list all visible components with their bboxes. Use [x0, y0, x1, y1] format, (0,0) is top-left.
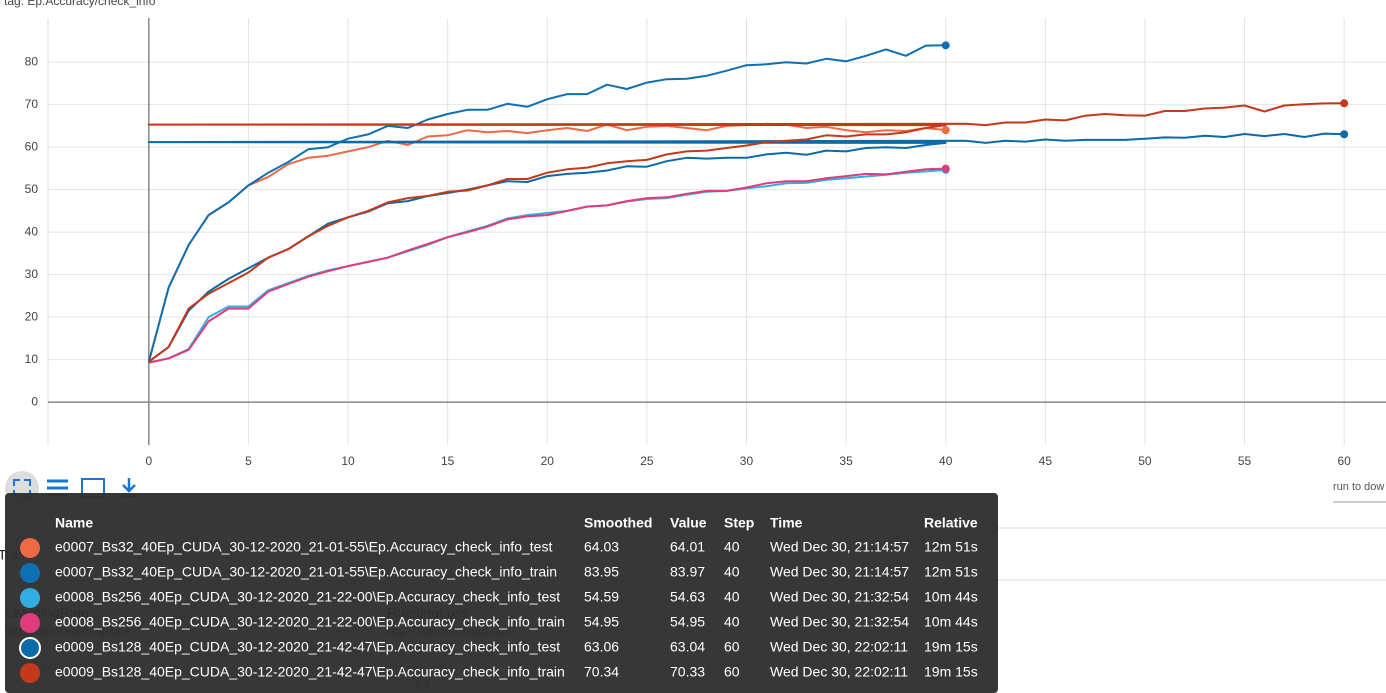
cell: 40	[724, 589, 740, 605]
cell: 54.63	[670, 589, 705, 605]
cell: 40	[724, 564, 740, 580]
column-header: Value	[670, 515, 707, 531]
x-tick-label: 35	[839, 454, 853, 468]
series-line	[147, 102, 1345, 363]
legend-name: e0007_Bs32_40Ep_CUDA_30-12-2020_21-01-55…	[55, 539, 552, 555]
cell: 70.34	[584, 664, 619, 680]
x-tick-label: 25	[640, 454, 654, 468]
cell: 54.95	[584, 614, 619, 630]
x-tick-label: 30	[740, 454, 754, 468]
x-tick-label: 20	[541, 454, 555, 468]
x-tick-label: 60	[1337, 454, 1351, 468]
cell: 63.04	[670, 639, 705, 655]
cell: 54.95	[670, 614, 705, 630]
series-line	[147, 44, 946, 362]
column-header: Time	[770, 515, 803, 531]
x-tick-label: 10	[341, 454, 355, 468]
x-tick-label: 45	[1039, 454, 1053, 468]
cell: 19m 15s	[924, 639, 978, 655]
cell: 10m 44s	[924, 589, 978, 605]
cell: Wed Dec 30, 22:02:11	[770, 664, 908, 680]
end-point	[941, 164, 950, 173]
series-line	[147, 122, 946, 362]
fit-icon[interactable]	[13, 479, 31, 497]
y-tick-label: 20	[25, 309, 39, 323]
series-line	[148, 167, 946, 364]
end-point	[941, 126, 950, 135]
cell: 60	[724, 664, 740, 680]
x-tick-label: 50	[1138, 454, 1152, 468]
x-tick-label: 0	[145, 454, 152, 468]
legend-name: e0009_Bs128_40Ep_CUDA_30-12-2020_21-42-4…	[55, 639, 560, 655]
legend-swatch	[20, 663, 40, 683]
legend-name: e0008_Bs256_40Ep_CUDA_30-12-2020_21-22-0…	[55, 589, 560, 605]
y-tick-label: 30	[25, 267, 39, 281]
y-tick-label: 60	[25, 139, 39, 153]
end-point	[941, 41, 950, 50]
cell: 40	[724, 614, 740, 630]
cell: 64.01	[670, 539, 705, 555]
end-point	[1340, 130, 1349, 139]
cell: Wed Dec 30, 21:32:54	[770, 614, 909, 630]
column-header: Name	[55, 515, 93, 531]
cell: 12m 51s	[924, 564, 978, 580]
cell: Wed Dec 30, 21:14:57	[770, 539, 909, 555]
cell: 19m 15s	[924, 664, 978, 680]
legend-name: e0007_Bs32_40Ep_CUDA_30-12-2020_21-01-55…	[55, 564, 557, 580]
lines-icon[interactable]	[47, 479, 68, 497]
legend-swatch	[20, 538, 40, 558]
cell: 64.03	[584, 539, 619, 555]
x-tick-label: 55	[1238, 454, 1252, 468]
tag-label: tag: Ep.Accuracy/check_info	[4, 0, 156, 8]
legend-swatch	[19, 637, 41, 659]
x-tick-label: 40	[939, 454, 953, 468]
cell: Wed Dec 30, 22:02:11	[770, 639, 908, 655]
y-tick-label: 10	[25, 352, 39, 366]
column-header: Relative	[924, 515, 978, 531]
y-tick-label: 80	[25, 54, 39, 68]
download-link[interactable]: run to dow	[1333, 481, 1384, 493]
tooltip-bg	[5, 493, 998, 693]
cell: 12m 51s	[924, 539, 978, 555]
legend-swatch	[20, 563, 40, 583]
cell: 83.95	[584, 564, 619, 580]
x-tick-label: 5	[245, 454, 252, 468]
x-tick-label: 15	[441, 454, 455, 468]
column-header: Step	[724, 515, 754, 531]
tooltip: Name Smoothed Value Step Time Relative e0007_B…	[5, 493, 998, 693]
y-tick-label: 50	[25, 182, 39, 196]
plot: 0 10 20 30 40 50 60 70 80 0 5 10 15 20 25 30 35 40 45 50 55 6…	[25, 18, 1386, 468]
column-header: Smoothed	[584, 515, 652, 531]
legend-swatch	[20, 588, 40, 608]
y-tick-label: 70	[25, 97, 39, 111]
end-point	[1340, 99, 1349, 108]
cell: 70.33	[670, 664, 705, 680]
cell: Wed Dec 30, 21:32:54	[770, 589, 909, 605]
y-tick-label: 0	[31, 394, 38, 408]
cell: 40	[724, 539, 740, 555]
cell: 63.06	[584, 639, 619, 655]
legend-name: e0009_Bs128_40Ep_CUDA_30-12-2020_21-42-4…	[55, 664, 565, 680]
legend-swatch	[20, 613, 40, 633]
cell: 10m 44s	[924, 614, 978, 630]
cell: 54.59	[584, 589, 619, 605]
cell: 60	[724, 639, 740, 655]
y-tick-label: 40	[25, 224, 39, 238]
legend-name: e0008_Bs256_40Ep_CUDA_30-12-2020_21-22-0…	[55, 614, 565, 630]
cell: 83.97	[670, 564, 705, 580]
cell: Wed Dec 30, 21:14:57	[770, 564, 909, 580]
